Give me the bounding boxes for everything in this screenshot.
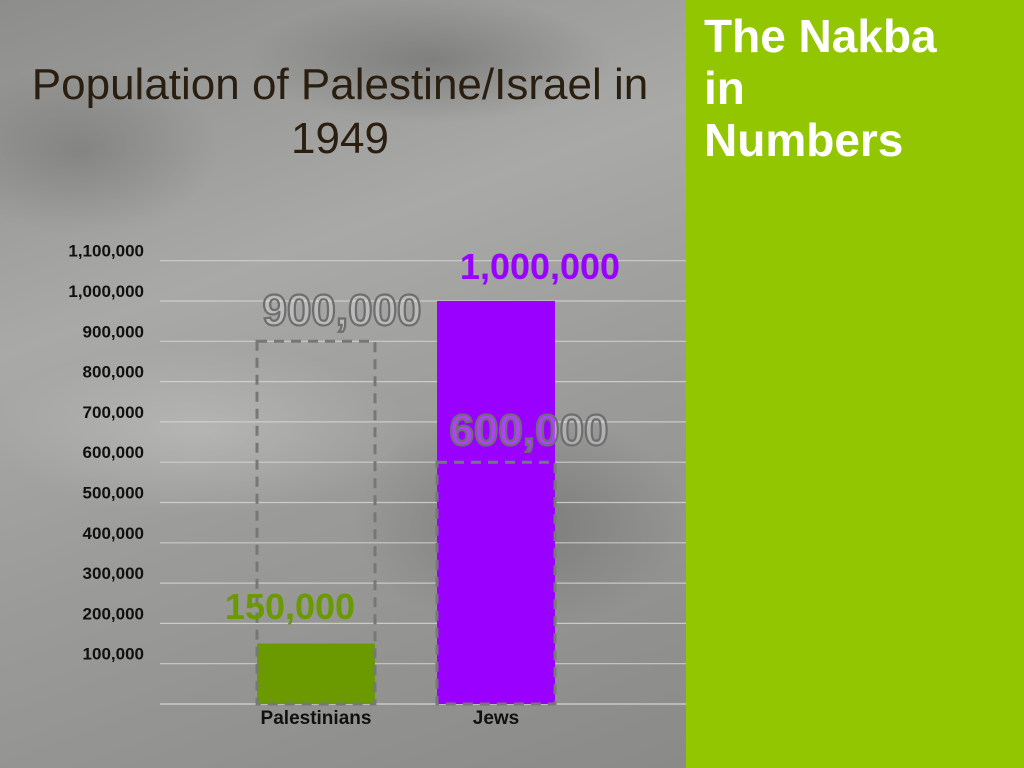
- chart-title: Population of Palestine/Israel in 1949: [31, 60, 649, 163]
- y-tick-label: 900,000: [83, 322, 144, 341]
- bar-chart: 100,000 200,000 300,000 400,000 500,000 600,0…: [68, 242, 686, 729]
- y-tick-label: 800,000: [83, 363, 144, 382]
- y-tick-label: 600,000: [83, 443, 144, 462]
- sidebar-title-line-2: in: [704, 62, 745, 114]
- y-tick-label: 700,000: [83, 403, 144, 422]
- y-tick-label: 200,000: [83, 604, 144, 623]
- photo-background: [0, 0, 686, 768]
- reference-label: 900,000: [262, 286, 421, 335]
- sidebar-title-line-3: Numbers: [704, 114, 904, 166]
- y-tick-label: 400,000: [83, 524, 144, 543]
- reference-outline-jews: [435, 460, 557, 706]
- y-tick-label: 300,000: [83, 564, 144, 583]
- bar-palestinians: [257, 643, 375, 704]
- y-tick-label: 1,100,000: [68, 242, 144, 261]
- sidebar-panel: The Nakba in Numbers: [686, 0, 1024, 768]
- sidebar-title-line-1: The Nakba: [704, 10, 937, 62]
- y-tick-label: 1,000,000: [68, 282, 144, 301]
- y-tick-label: 500,000: [83, 484, 144, 503]
- reference-label: 600,000: [449, 406, 608, 455]
- bar-jews: [437, 301, 555, 704]
- reference-outline-palestinians: [255, 339, 377, 706]
- sidebar-title: The Nakba in Numbers: [704, 10, 1014, 166]
- y-tick-label: 100,000: [83, 645, 144, 664]
- x-tick-label: Palestinians: [261, 708, 372, 729]
- data-label: 1,000,000: [460, 246, 620, 287]
- data-label: 150,000: [225, 586, 355, 627]
- x-tick-label: Jews: [473, 708, 519, 729]
